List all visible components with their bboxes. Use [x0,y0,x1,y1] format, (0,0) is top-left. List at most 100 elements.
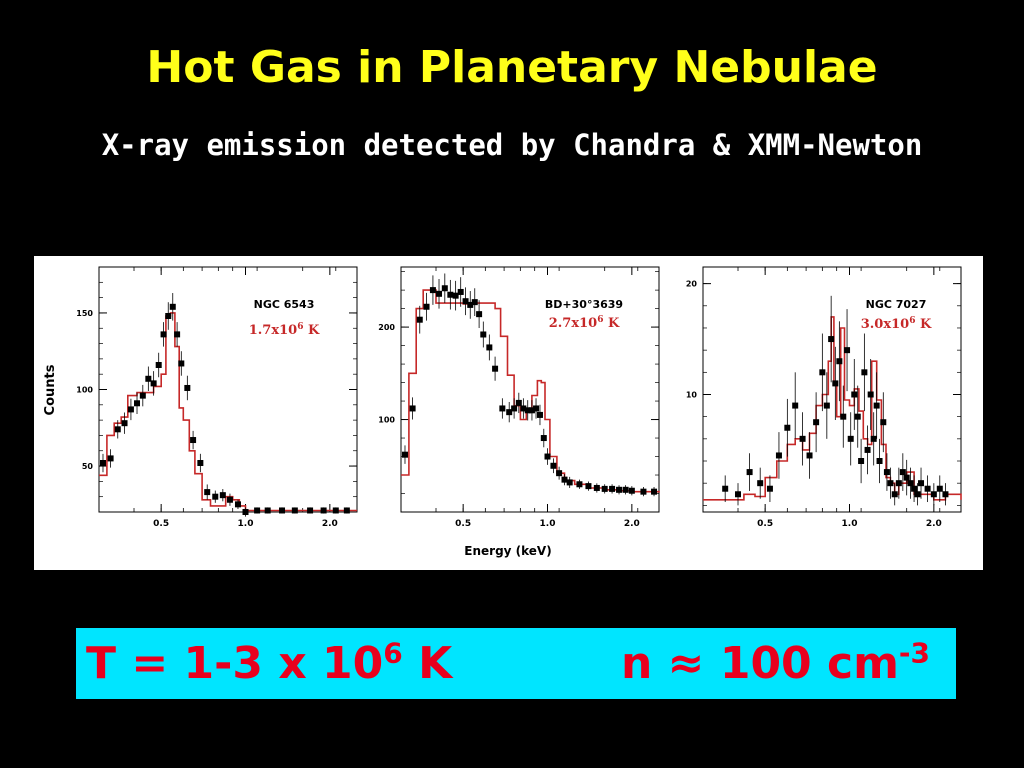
data-point [533,405,540,412]
data-point [746,469,753,476]
spectra-figure: 0.5 1.0 2.0 50 100 150 NGC 6543 1.7x106 K 0.5 1.0… [34,256,983,570]
data-point [640,488,647,495]
data-point [840,413,847,420]
data-point [150,380,157,387]
data-point [556,470,563,477]
data-point [467,301,474,308]
x-tick-label: 2.0 [624,519,640,529]
temperature-label-part: K [303,323,320,338]
data-point [903,474,910,481]
data-point [566,479,573,486]
data-point [226,496,233,503]
temperature-label: 2.7x106 K [549,315,620,331]
temperature-unit: K [402,638,453,689]
data-point [601,485,608,492]
data-point [942,491,949,498]
data-point [476,311,483,318]
density-equation: n ≈ 100 cm-3 [621,638,930,689]
temperature-text: T = 1-3 x 10 [86,638,384,689]
temperature-label-part: 6 [297,322,303,332]
data-point [416,316,423,323]
data-point [936,485,943,492]
temperature-label-part: 3.0x10 [861,317,909,332]
data-point [819,369,826,376]
data-point [828,336,835,343]
temperature-label-part: 1.7x10 [249,323,297,338]
data-point [174,331,181,338]
data-point [799,435,806,442]
temperature-exponent: 6 [383,636,403,670]
data-point [471,299,478,306]
data-point [332,507,339,514]
data-point [847,435,854,442]
temperature-label: 3.0x106 K [861,316,932,332]
x-tick-label: 1.0 [540,519,556,529]
data-point [924,485,931,492]
result-box: T = 1-3 x 106 K n ≈ 100 cm-3 [76,628,956,699]
data-point [423,303,430,310]
data-point [775,452,782,459]
data-point [462,298,469,305]
data-point [169,303,176,310]
data-point [447,291,454,298]
data-point [204,489,211,496]
data-point [320,507,327,514]
model-spectrum-line [401,289,660,493]
data-point [593,484,600,491]
data-point [242,509,249,515]
data-point [343,507,350,514]
data-point [622,486,629,493]
data-point [401,451,408,458]
x-tick-label: 2.0 [926,519,942,529]
y-tick-label: 150 [76,309,93,318]
data-point [536,411,543,418]
data-point [107,455,114,462]
data-point [550,462,557,469]
data-point [452,292,459,299]
data-point [234,501,241,508]
data-point [139,392,146,399]
data-point [561,476,568,483]
data-point [784,424,791,431]
data-point [722,485,729,492]
data-point [409,405,416,412]
data-point [628,487,635,494]
y-tick-label: 20 [686,280,698,289]
data-point [651,488,658,495]
data-point [524,407,531,414]
source-name-label: NGC 7027 [866,298,927,311]
slide-subtitle: X-ray emission detected by Chandra & XMM… [101,128,923,162]
data-point [895,480,902,487]
data-point [806,452,813,459]
data-point [121,420,128,427]
x-tick-label: 1.0 [238,519,254,529]
data-point [867,391,874,398]
data-point [190,437,197,444]
data-point [178,360,185,367]
temperature-label-part: 2.7x10 [549,316,597,331]
source-name-label: BD+30°3639 [545,298,623,311]
data-point [880,419,887,426]
x-tick-label: 0.5 [153,519,169,529]
temperature-equation: T = 1-3 x 106 K [86,638,452,689]
source-name-label: NGC 6543 [254,298,315,311]
data-point [134,400,141,407]
y-tick-label: 200 [378,323,395,332]
model-spectrum-line [703,316,962,501]
data-point [844,347,851,354]
x-axis-label: Energy (keV) [464,544,551,558]
data-point [930,491,937,498]
data-point [212,493,219,500]
data-point [851,391,858,398]
density-exponent: -3 [898,636,931,670]
data-point [279,507,286,514]
plot-frame [98,266,358,513]
data-point [757,480,764,487]
temperature-label-part: 6 [597,315,603,325]
data-point [528,407,535,414]
data-point [883,469,890,476]
data-point [864,446,871,453]
y-axis-label: Counts [43,364,58,415]
data-point [515,399,522,406]
